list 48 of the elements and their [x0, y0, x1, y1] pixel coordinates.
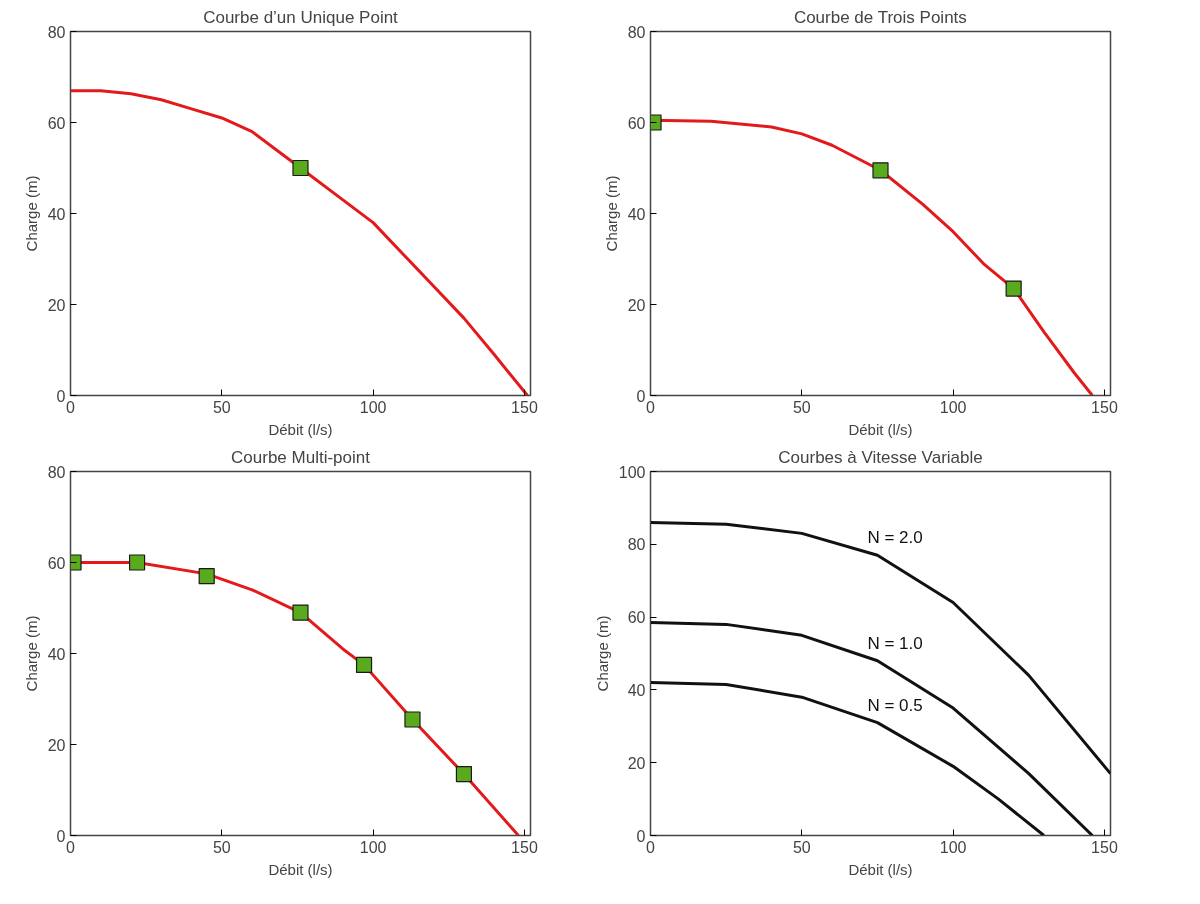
y-tick-label: 60: [627, 114, 646, 132]
x-tick-label: 100: [359, 398, 387, 416]
x-tick-label: 50: [792, 838, 811, 856]
y-tick-label: 80: [47, 463, 66, 481]
y-tick-label: 20: [627, 754, 646, 772]
x-tick-label: 150: [1091, 398, 1118, 416]
y-axis-title: Charge (m): [22, 615, 40, 692]
x-tick-label: 100: [359, 838, 387, 856]
y-axis-title: Charge (m): [593, 615, 611, 692]
x-tick-label: 100: [939, 838, 967, 856]
y-tick-label: 20: [627, 296, 646, 314]
y-tick-label: 60: [47, 114, 66, 132]
y-tick-label: 0: [56, 387, 66, 405]
y-tick-label: 40: [627, 681, 646, 699]
y-tick-label: 100: [618, 463, 646, 481]
y-tick-label: 60: [47, 554, 66, 572]
x-tick-label: 150: [511, 398, 538, 416]
series-label: N = 2.0: [867, 528, 923, 548]
x-tick-label: 150: [511, 838, 538, 856]
y-tick-label: 40: [627, 205, 646, 223]
x-tick-label: 50: [212, 398, 231, 416]
x-axis-title: Débit (l/s): [848, 420, 913, 438]
y-tick-label: 80: [627, 23, 646, 41]
y-tick-label: 60: [627, 609, 646, 627]
x-tick-label: 50: [792, 398, 811, 416]
y-tick-label: 0: [636, 387, 646, 405]
series-label: N = 1.0: [867, 633, 923, 653]
y-tick-label: 80: [47, 23, 66, 41]
y-tick-label: 80: [627, 536, 646, 554]
y-tick-label: 0: [636, 827, 646, 845]
y-tick-label: 20: [47, 296, 66, 314]
chart-title: Courbe Multi-point: [231, 447, 371, 467]
series-label: N = 0.5: [867, 695, 923, 715]
y-axis-title: Charge (m): [22, 175, 40, 252]
y-axis-title: Charge (m): [602, 175, 620, 252]
x-axis-title: Débit (l/s): [268, 420, 333, 438]
x-tick-label: 100: [939, 398, 967, 416]
chart-title: Courbe de Trois Points: [793, 7, 967, 27]
x-tick-label: 150: [1091, 838, 1118, 856]
x-tick-label: 50: [212, 838, 231, 856]
y-tick-label: 40: [47, 205, 66, 223]
chart-title: Courbe d’un Unique Point: [203, 7, 399, 27]
y-tick-label: 0: [56, 827, 66, 845]
y-tick-label: 20: [47, 736, 66, 754]
x-axis-title: Débit (l/s): [268, 860, 333, 878]
x-axis-title: Débit (l/s): [848, 860, 913, 878]
y-tick-label: 40: [47, 645, 66, 663]
chart-title: Courbes à Vitesse Variable: [778, 447, 983, 467]
